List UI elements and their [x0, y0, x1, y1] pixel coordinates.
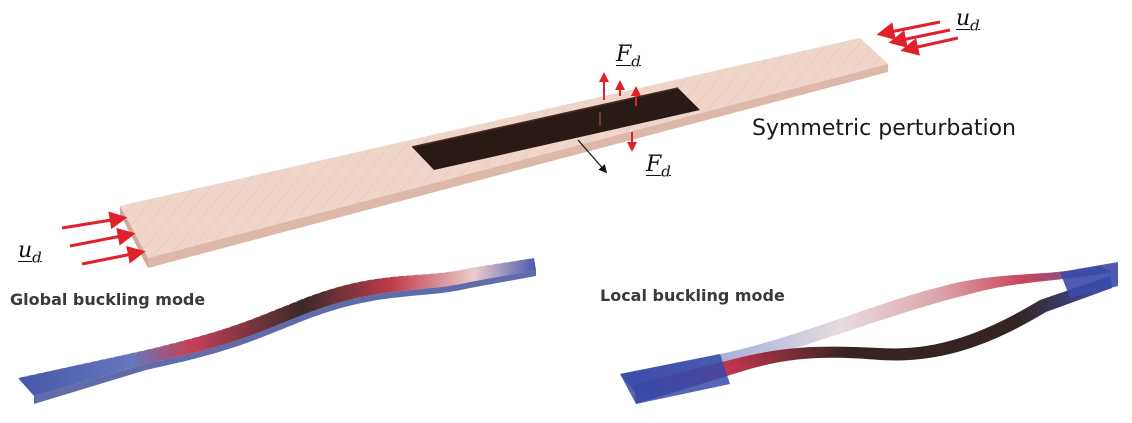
- beam-prism: [120, 38, 888, 268]
- u-d-label-left: ud: [18, 238, 42, 266]
- global-beam-front: [34, 270, 536, 404]
- u-d-symbol: u: [956, 6, 971, 31]
- u-d-subscript: d: [32, 248, 42, 267]
- local-buckling-beam: [620, 262, 1118, 404]
- global-buckling-mode-label: Global buckling mode: [10, 290, 206, 309]
- compression-arrows-left: [61, 211, 146, 266]
- arrow-right-3: [900, 36, 959, 56]
- delamination-edge: [411, 87, 679, 148]
- u-d-symbol: u: [18, 238, 33, 263]
- symmetric-perturbation-label: Symmetric perturbation: [752, 116, 1016, 141]
- delamination-region: [412, 88, 700, 170]
- f-d-subscript: d: [631, 52, 641, 71]
- f-d-label-bottom: Fd: [646, 152, 671, 180]
- local-beam-end-left: [620, 354, 730, 404]
- u-d-label-top: ud: [956, 6, 980, 34]
- f-d-symbol: F: [616, 42, 632, 67]
- arrow-left-2: [69, 227, 136, 248]
- arrow-left-1: [61, 211, 128, 230]
- arrow-right-1: [876, 20, 941, 41]
- global-buckling-beam: [17, 257, 536, 404]
- global-beam-body: [18, 258, 536, 396]
- beam-front-face: [148, 64, 888, 268]
- local-buckling-mode-label: Local buckling mode: [600, 286, 785, 305]
- f-d-subscript: d: [661, 162, 671, 181]
- normal-vector: [577, 139, 608, 174]
- arrow-left-3: [81, 245, 146, 266]
- f-d-symbol: F: [646, 152, 662, 177]
- f-d-label-top: Fd: [616, 42, 641, 70]
- compression-arrows-right: [876, 20, 959, 56]
- local-beam-end-right: [1060, 262, 1118, 298]
- u-d-subscript: d: [970, 16, 980, 35]
- force-arrows: [577, 72, 641, 174]
